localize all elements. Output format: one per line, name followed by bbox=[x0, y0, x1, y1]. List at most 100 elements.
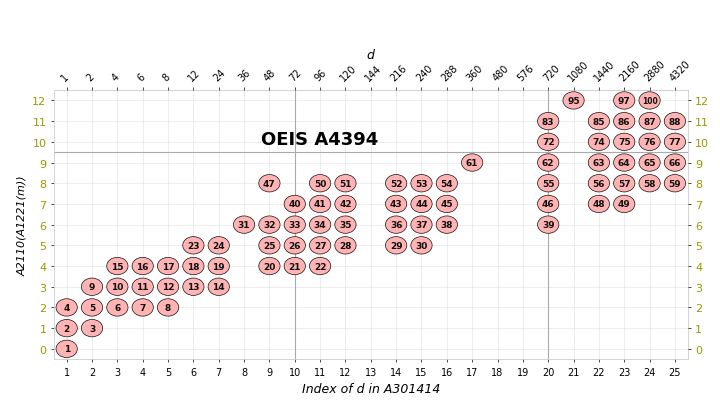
Circle shape bbox=[158, 299, 179, 316]
Text: 35: 35 bbox=[339, 221, 351, 230]
Circle shape bbox=[639, 93, 660, 110]
Text: 47: 47 bbox=[263, 179, 276, 188]
Text: 25: 25 bbox=[264, 241, 276, 250]
Text: 66: 66 bbox=[669, 159, 681, 168]
Text: 43: 43 bbox=[390, 200, 402, 209]
Circle shape bbox=[613, 196, 635, 213]
Text: 56: 56 bbox=[593, 179, 605, 188]
Circle shape bbox=[385, 175, 407, 192]
Text: 38: 38 bbox=[441, 221, 453, 230]
Text: 33: 33 bbox=[289, 221, 301, 230]
Text: 16: 16 bbox=[137, 262, 149, 271]
Circle shape bbox=[132, 299, 153, 316]
Text: 77: 77 bbox=[669, 138, 681, 147]
Circle shape bbox=[335, 237, 356, 254]
Circle shape bbox=[208, 258, 230, 275]
Circle shape bbox=[335, 216, 356, 234]
Circle shape bbox=[208, 237, 230, 254]
Circle shape bbox=[132, 278, 153, 296]
Text: 57: 57 bbox=[618, 179, 631, 188]
Circle shape bbox=[639, 113, 660, 131]
Circle shape bbox=[588, 134, 610, 151]
X-axis label: Index of d in A301414: Index of d in A301414 bbox=[302, 382, 440, 395]
Text: 14: 14 bbox=[212, 282, 225, 292]
Text: 65: 65 bbox=[644, 159, 656, 168]
Circle shape bbox=[56, 320, 77, 337]
Text: 24: 24 bbox=[212, 241, 225, 250]
Text: 20: 20 bbox=[264, 262, 276, 271]
Text: 37: 37 bbox=[415, 221, 428, 230]
Circle shape bbox=[158, 278, 179, 296]
Text: 86: 86 bbox=[618, 117, 631, 126]
Circle shape bbox=[385, 196, 407, 213]
Text: 28: 28 bbox=[339, 241, 351, 250]
Text: 11: 11 bbox=[137, 282, 149, 292]
Text: 49: 49 bbox=[618, 200, 631, 209]
Text: 3: 3 bbox=[89, 324, 95, 333]
Circle shape bbox=[588, 154, 610, 172]
Text: 13: 13 bbox=[187, 282, 199, 292]
Circle shape bbox=[335, 175, 356, 192]
Circle shape bbox=[613, 113, 635, 131]
Circle shape bbox=[310, 258, 330, 275]
Circle shape bbox=[258, 216, 280, 234]
Circle shape bbox=[81, 299, 103, 316]
Text: 45: 45 bbox=[441, 200, 453, 209]
Circle shape bbox=[258, 237, 280, 254]
Text: 4: 4 bbox=[63, 303, 70, 312]
Text: 36: 36 bbox=[390, 221, 402, 230]
Circle shape bbox=[158, 258, 179, 275]
Circle shape bbox=[183, 237, 204, 254]
Circle shape bbox=[639, 134, 660, 151]
Text: 12: 12 bbox=[162, 282, 174, 292]
Text: 63: 63 bbox=[593, 159, 605, 168]
Circle shape bbox=[284, 196, 305, 213]
Text: 50: 50 bbox=[314, 179, 326, 188]
Text: 55: 55 bbox=[542, 179, 554, 188]
Circle shape bbox=[588, 113, 610, 131]
Circle shape bbox=[436, 196, 457, 213]
Y-axis label: A2110(A1221(m)): A2110(A1221(m)) bbox=[17, 175, 27, 275]
Circle shape bbox=[613, 175, 635, 192]
Circle shape bbox=[284, 216, 305, 234]
Text: 95: 95 bbox=[567, 97, 580, 106]
Text: 29: 29 bbox=[390, 241, 402, 250]
Circle shape bbox=[208, 278, 230, 296]
Text: 41: 41 bbox=[314, 200, 326, 209]
Text: 7: 7 bbox=[140, 303, 146, 312]
Text: 59: 59 bbox=[669, 179, 681, 188]
Circle shape bbox=[613, 134, 635, 151]
Text: 76: 76 bbox=[643, 138, 656, 147]
Text: 32: 32 bbox=[264, 221, 276, 230]
Circle shape bbox=[284, 237, 305, 254]
Text: 23: 23 bbox=[187, 241, 199, 250]
Text: 48: 48 bbox=[593, 200, 606, 209]
Text: 83: 83 bbox=[542, 117, 554, 126]
Circle shape bbox=[411, 216, 432, 234]
Text: 64: 64 bbox=[618, 159, 631, 168]
Circle shape bbox=[665, 154, 685, 172]
Text: 15: 15 bbox=[111, 262, 124, 271]
Circle shape bbox=[563, 93, 584, 110]
Circle shape bbox=[639, 154, 660, 172]
Circle shape bbox=[588, 175, 610, 192]
Text: 21: 21 bbox=[289, 262, 301, 271]
Circle shape bbox=[107, 278, 128, 296]
Circle shape bbox=[538, 175, 559, 192]
Text: 19: 19 bbox=[212, 262, 225, 271]
Circle shape bbox=[436, 175, 457, 192]
Text: 31: 31 bbox=[238, 221, 251, 230]
Circle shape bbox=[462, 154, 483, 172]
Text: 46: 46 bbox=[542, 200, 554, 209]
Circle shape bbox=[310, 216, 330, 234]
Circle shape bbox=[310, 175, 330, 192]
Text: 85: 85 bbox=[593, 117, 605, 126]
Circle shape bbox=[56, 299, 77, 316]
Circle shape bbox=[258, 175, 280, 192]
Circle shape bbox=[107, 299, 128, 316]
Circle shape bbox=[310, 196, 330, 213]
Circle shape bbox=[310, 237, 330, 254]
Circle shape bbox=[538, 196, 559, 213]
Text: 54: 54 bbox=[441, 179, 453, 188]
Circle shape bbox=[613, 93, 635, 110]
